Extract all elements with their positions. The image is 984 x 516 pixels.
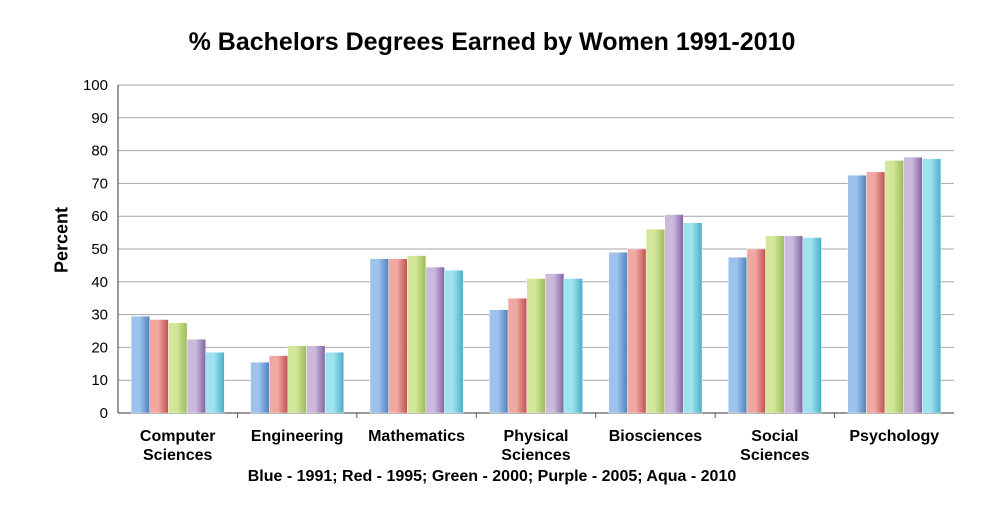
svg-text:Sciences: Sciences [143, 447, 212, 464]
svg-text:40: 40 [91, 274, 108, 291]
svg-text:70: 70 [91, 175, 108, 192]
svg-text:Sciences: Sciences [740, 447, 809, 464]
svg-text:Mathematics: Mathematics [368, 428, 465, 445]
svg-text:Social: Social [751, 428, 798, 445]
svg-text:Physical: Physical [504, 428, 569, 445]
svg-text:10: 10 [91, 372, 108, 389]
svg-text:20: 20 [91, 339, 108, 356]
svg-text:100: 100 [83, 77, 108, 94]
svg-text:Sciences: Sciences [501, 447, 570, 464]
svg-text:Computer: Computer [140, 428, 216, 445]
svg-text:90: 90 [91, 110, 108, 127]
svg-text:Psychology: Psychology [849, 428, 939, 445]
svg-text:60: 60 [91, 208, 108, 225]
svg-text:0: 0 [100, 405, 108, 422]
svg-text:50: 50 [91, 241, 108, 258]
svg-text:80: 80 [91, 143, 108, 160]
svg-text:Biosciences: Biosciences [609, 428, 702, 445]
svg-text:30: 30 [91, 307, 108, 324]
svg-text:Engineering: Engineering [251, 428, 343, 445]
